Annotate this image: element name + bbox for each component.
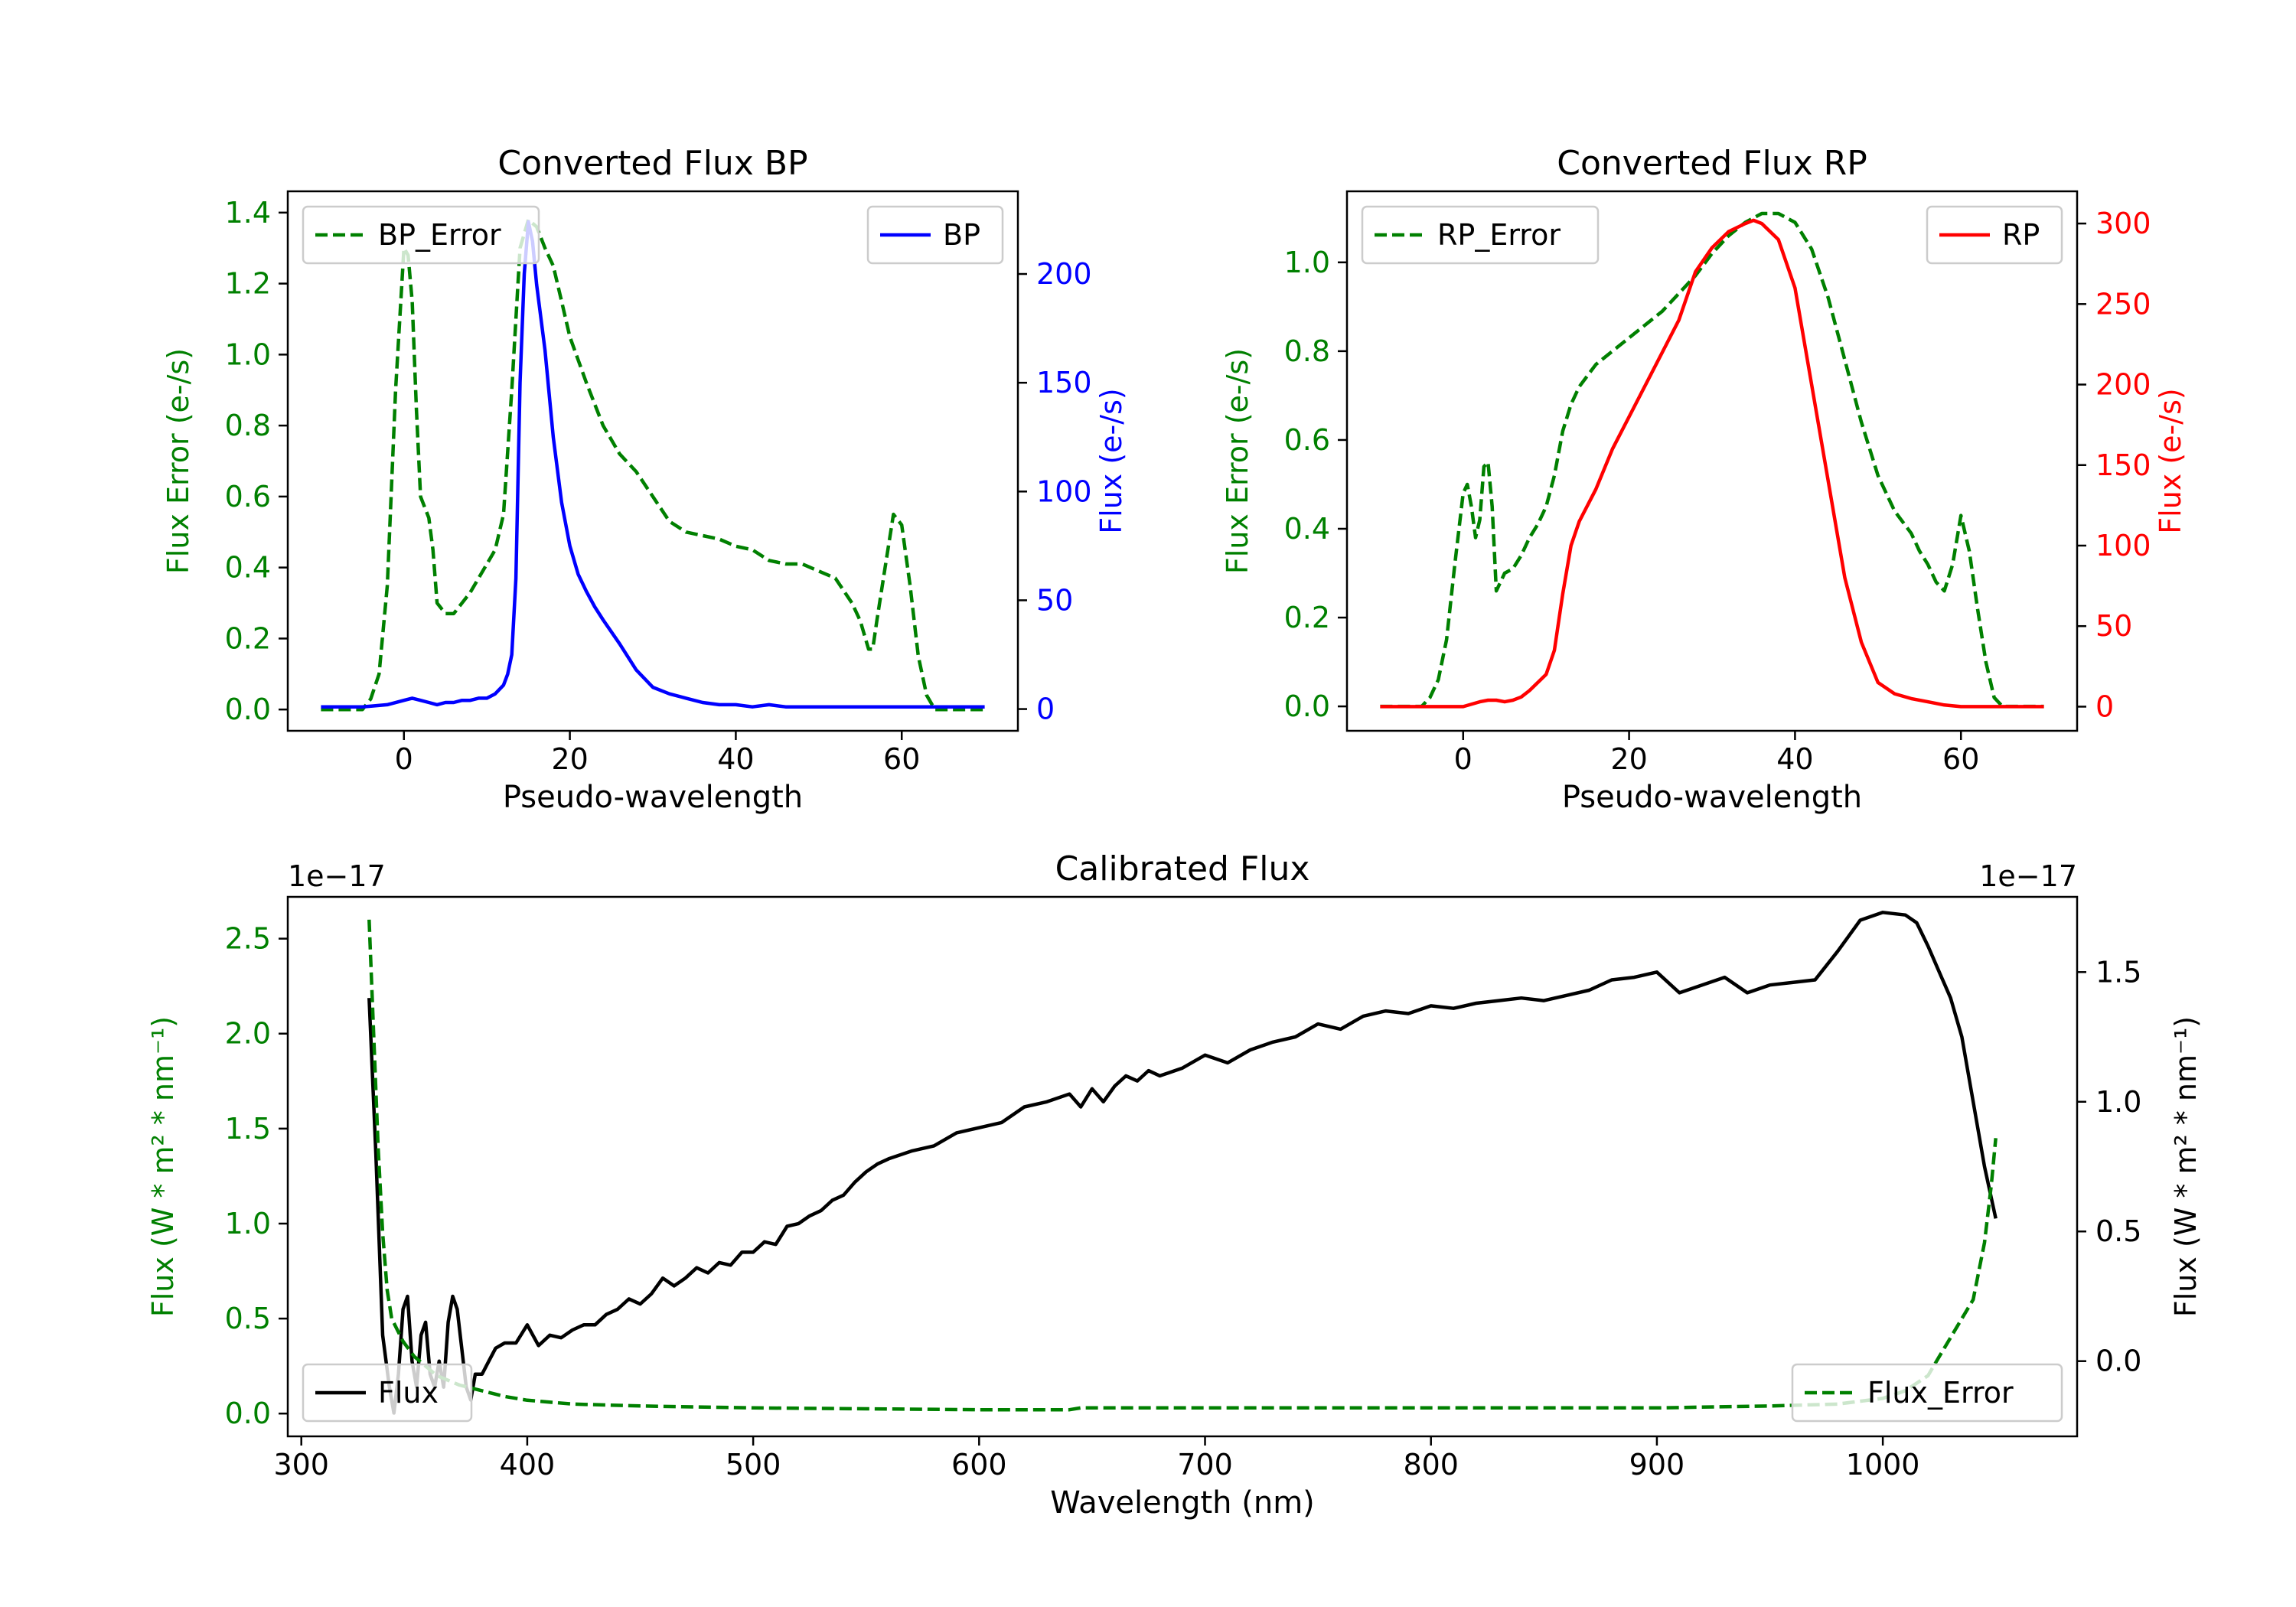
rp-series-rp-error [1380, 211, 2044, 709]
bp-ytick-left-label: 0.6 [225, 480, 271, 513]
bp-title: Converted Flux BP [497, 144, 807, 183]
bp-ytick-right-label: 0 [1036, 693, 1055, 726]
bp-xtick-label: 40 [717, 742, 754, 776]
rp-series-rp [1380, 218, 2044, 709]
cal-xtick-label: 900 [1629, 1448, 1685, 1482]
bp-legend-right-label: BP [943, 218, 980, 252]
bp-legend-left-label: BP_Error [378, 218, 501, 252]
cal-ytick-left-label: 1.0 [225, 1207, 271, 1240]
rp-xtick-label: 60 [1942, 742, 1979, 776]
rp-ytick-right-label: 300 [2095, 207, 2151, 240]
bp-axes-frame [286, 190, 1019, 732]
rp-ytick-right-label: 0 [2095, 689, 2114, 723]
cal-xtick-label: 400 [500, 1448, 556, 1482]
cal-ytick-right-label: 0.0 [2095, 1345, 2141, 1378]
bp-xtick-label: 20 [551, 742, 588, 776]
bp-ytick-right-label: 150 [1036, 366, 1092, 399]
bp-ytick-left-label: 0.2 [225, 621, 271, 655]
cal-legend-right [1791, 1363, 2063, 1423]
bp-series-bp [321, 220, 985, 709]
rp-xtick-label: 20 [1610, 742, 1647, 776]
cal-ylabel-right: Flux (W * m² * nm⁻¹) [2169, 1016, 2203, 1317]
rp-ytick-right-label: 200 [2095, 368, 2151, 402]
cal-ytick-left-label: 2.0 [225, 1017, 271, 1051]
cal-ytick-left-label: 0.0 [225, 1397, 271, 1430]
rp-xtick-label: 40 [1776, 742, 1813, 776]
cal-axes-frame [286, 895, 2079, 1438]
rp-legend-left [1361, 205, 1600, 265]
rp-ytick-left-label: 0.2 [1284, 601, 1330, 634]
rp-legend-right-label: RP [2002, 218, 2040, 252]
rp-ytick-left-label: 0.4 [1284, 512, 1330, 546]
bp-ytick-left-label: 1.4 [225, 196, 271, 230]
bp-ytick-right-label: 50 [1036, 583, 1073, 617]
bp-ytick-left-label: 0.8 [225, 409, 271, 442]
rp-ytick-right-label: 250 [2095, 287, 2151, 321]
bp-series-bp-error [321, 217, 985, 712]
rp-ylabel-right: Flux (e-/s) [2154, 388, 2187, 533]
cal-offset-left: 1e−17 [288, 859, 386, 893]
cal-legend-right-label: Flux_Error [1867, 1376, 2014, 1410]
bp-legend-left [302, 205, 540, 265]
cal-title: Calibrated Flux [1055, 849, 1310, 888]
rp-ytick-left-label: 0.0 [1284, 689, 1330, 723]
rp-ytick-left-label: 0.6 [1284, 423, 1330, 457]
cal-xtick-label: 500 [726, 1448, 781, 1482]
rp-xtick-label: 0 [1454, 742, 1473, 776]
cal-xtick-label: 600 [951, 1448, 1007, 1482]
rp-axes-frame [1345, 190, 2079, 732]
rp-ytick-right-label: 150 [2095, 448, 2151, 482]
cal-ytick-right-label: 1.0 [2095, 1085, 2141, 1119]
bp-ytick-left-label: 0.4 [225, 551, 271, 585]
rp-legend-right [1926, 205, 2063, 265]
bp-ytick-right-label: 200 [1036, 257, 1092, 291]
rp-ytick-right-label: 100 [2095, 529, 2151, 562]
rp-ylabel-left: Flux Error (e-/s) [1221, 348, 1254, 574]
cal-legend-left-label: Flux [378, 1376, 439, 1410]
cal-series-flux-error [367, 919, 1998, 1412]
bp-ytick-right-label: 100 [1036, 474, 1092, 508]
cal-xlabel: Wavelength (nm) [1050, 1485, 1315, 1521]
bp-ylabel-left: Flux Error (e-/s) [161, 348, 195, 574]
rp-xlabel: Pseudo-wavelength [1562, 780, 1862, 815]
rp-legend-left-label: RP_Error [1437, 218, 1561, 252]
cal-ytick-left-label: 0.5 [225, 1302, 271, 1335]
rp-ytick-left-label: 0.8 [1284, 334, 1330, 368]
bp-ylabel-right: Flux (e-/s) [1094, 388, 1128, 533]
cal-ylabel-left: Flux (W * m² * nm⁻¹) [146, 1016, 180, 1317]
bp-xtick-label: 0 [395, 742, 413, 776]
cal-ytick-left-label: 1.5 [225, 1112, 271, 1146]
bp-ytick-left-label: 1.0 [225, 337, 271, 371]
cal-ytick-left-label: 2.5 [225, 922, 271, 956]
cal-xtick-label: 700 [1177, 1448, 1233, 1482]
bp-ytick-left-label: 0.0 [225, 693, 271, 726]
bp-legend-right [866, 205, 1004, 265]
rp-ytick-right-label: 50 [2095, 609, 2132, 643]
cal-xtick-label: 1000 [1846, 1448, 1920, 1482]
cal-ytick-right-label: 1.5 [2095, 955, 2141, 989]
bp-xlabel: Pseudo-wavelength [503, 780, 803, 815]
rp-title: Converted Flux RP [1557, 144, 1867, 183]
cal-ytick-right-label: 0.5 [2095, 1214, 2141, 1248]
bp-ytick-left-label: 1.2 [225, 267, 271, 301]
cal-xtick-label: 800 [1403, 1448, 1459, 1482]
cal-offset-right: 1e−17 [1979, 859, 2077, 893]
cal-xtick-label: 300 [273, 1448, 329, 1482]
cal-series-flux [367, 911, 1998, 1415]
bp-xtick-label: 60 [883, 742, 920, 776]
cal-legend-left [302, 1363, 473, 1423]
rp-ytick-left-label: 1.0 [1284, 246, 1330, 279]
